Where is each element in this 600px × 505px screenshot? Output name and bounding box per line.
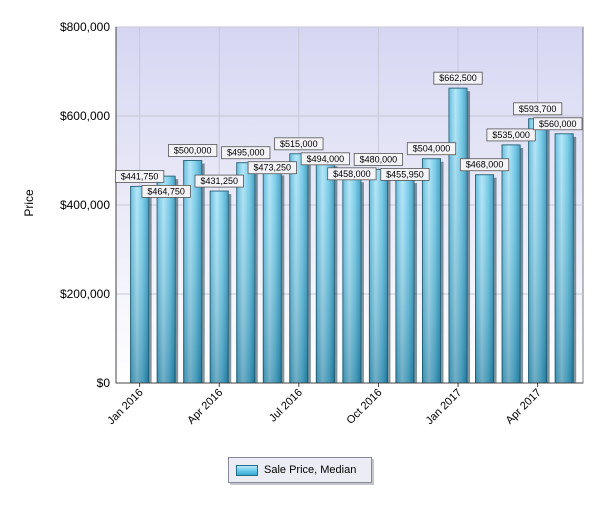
data-label-text: $535,000 (492, 130, 530, 140)
data-label-text: $495,000 (227, 148, 265, 158)
bar-shade (342, 179, 361, 383)
data-label: $473,250 (247, 161, 297, 175)
data-label-text: $515,000 (280, 139, 318, 149)
data-label-box (115, 170, 165, 183)
data-label-text: $500,000 (174, 146, 212, 156)
data-label-box (327, 167, 377, 181)
legend-label: Sale Price, Median (264, 464, 357, 476)
data-label: $495,000 (221, 146, 271, 160)
bar-shade (555, 133, 574, 383)
data-label: $455,950 (380, 167, 430, 181)
data-label-text: $473,250 (254, 163, 292, 173)
data-label-text: $464,750 (147, 186, 185, 196)
bar-shade (528, 118, 547, 383)
legend: Sale Price, Median (228, 457, 372, 483)
bar-shade (316, 163, 335, 383)
bar-shade (289, 153, 308, 383)
x-tick-label: Apr 2017 (504, 387, 544, 427)
data-label-box (533, 117, 583, 131)
data-label-box (194, 174, 244, 188)
bar-shade (502, 144, 521, 383)
data-label-box (433, 71, 483, 85)
data-label-text: $468,000 (466, 160, 504, 170)
data-label: $458,000 (327, 167, 377, 181)
data-label-text: $504,000 (413, 144, 451, 154)
data-label-text: $480,000 (360, 154, 398, 164)
bar-shade (422, 158, 441, 383)
y-tick-label: $0 (97, 376, 111, 390)
data-label-text: $441,750 (121, 171, 159, 181)
data-label-box (300, 152, 350, 166)
data-label-box (513, 102, 563, 116)
data-label: $431,250 (194, 174, 244, 188)
data-label-text: $560,000 (539, 119, 577, 129)
data-label: $480,000 (353, 152, 404, 166)
bar-shade (210, 191, 229, 383)
data-label: $464,750 (141, 185, 191, 198)
y-tick-label: $400,000 (60, 198, 110, 212)
y-tick-label: $800,000 (60, 20, 110, 34)
data-label: $662,500 (433, 71, 483, 85)
y-axis-title: Price (22, 189, 36, 217)
bar-shade (263, 172, 282, 383)
bar-shade (369, 169, 388, 383)
x-tick-label: Jul 2016 (267, 387, 305, 425)
data-label: $560,000 (533, 117, 583, 131)
y-tick-label: $200,000 (60, 287, 110, 301)
data-label: $468,000 (459, 158, 510, 172)
data-label-text: $458,000 (333, 169, 371, 179)
x-tick-label: Jan 2016 (105, 387, 145, 427)
data-label: $535,000 (486, 128, 536, 142)
bar-shade (130, 186, 149, 383)
data-label: $515,000 (274, 137, 324, 151)
bar-shade (475, 174, 494, 383)
data-label-box (380, 167, 430, 181)
data-label-text: $455,950 (386, 169, 424, 179)
bar-shade (395, 180, 414, 383)
data-label-box (247, 161, 297, 175)
data-label-box (353, 152, 404, 166)
data-label-box (221, 146, 271, 160)
data-label: $593,700 (513, 102, 563, 116)
bar-shade (236, 162, 255, 383)
data-label: $494,000 (300, 152, 350, 166)
data-label-text: $593,700 (519, 104, 557, 114)
y-tick-label: $600,000 (60, 109, 110, 123)
x-tick-label: Apr 2016 (185, 387, 225, 427)
data-label: $504,000 (406, 142, 457, 156)
data-label-box (274, 137, 324, 151)
legend-swatch (236, 464, 258, 476)
data-label-text: $662,500 (439, 73, 477, 83)
x-tick-label: Jan 2017 (424, 387, 464, 427)
data-label: $500,000 (168, 144, 218, 157)
data-label-text: $494,000 (307, 154, 345, 164)
data-label-box (459, 158, 510, 172)
bar-shade (183, 160, 202, 383)
data-label-text: $431,250 (200, 176, 238, 186)
data-label: $441,750 (115, 170, 165, 183)
data-label-box (168, 144, 218, 157)
data-label-box (141, 185, 191, 198)
data-label-box (486, 128, 536, 142)
data-label-box (406, 142, 457, 156)
bar-shade (449, 88, 468, 383)
bar-shade (157, 176, 176, 383)
x-tick-label: Oct 2016 (344, 387, 384, 427)
